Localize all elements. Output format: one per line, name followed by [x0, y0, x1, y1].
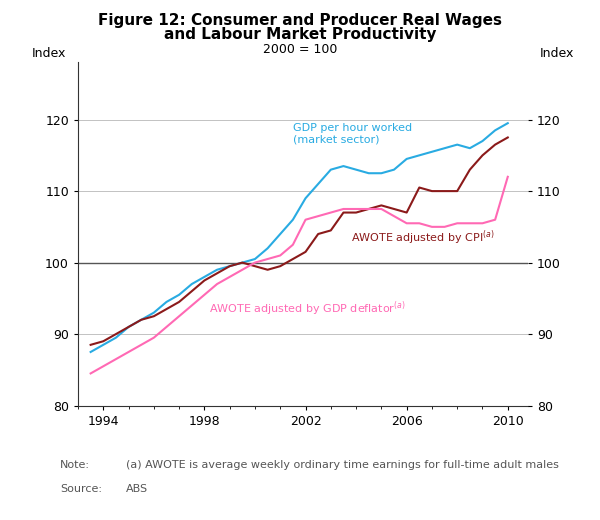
Text: Index: Index [540, 47, 574, 60]
Text: ABS: ABS [126, 484, 148, 493]
Text: 2000 = 100: 2000 = 100 [263, 43, 337, 56]
Text: AWOTE adjusted by CPI$^{(a)}$: AWOTE adjusted by CPI$^{(a)}$ [351, 228, 494, 247]
Text: Index: Index [32, 47, 66, 60]
Text: GDP per hour worked
(market sector): GDP per hour worked (market sector) [293, 123, 412, 145]
Text: (a) AWOTE is average weekly ordinary time earnings for full-time adult males: (a) AWOTE is average weekly ordinary tim… [126, 460, 559, 470]
Text: AWOTE adjusted by GDP deflator$^{(a)}$: AWOTE adjusted by GDP deflator$^{(a)}$ [209, 300, 406, 318]
Text: Note:: Note: [60, 460, 90, 470]
Text: Figure 12: Consumer and Producer Real Wages: Figure 12: Consumer and Producer Real Wa… [98, 13, 502, 28]
Text: Source:: Source: [60, 484, 102, 493]
Text: and Labour Market Productivity: and Labour Market Productivity [164, 27, 436, 42]
